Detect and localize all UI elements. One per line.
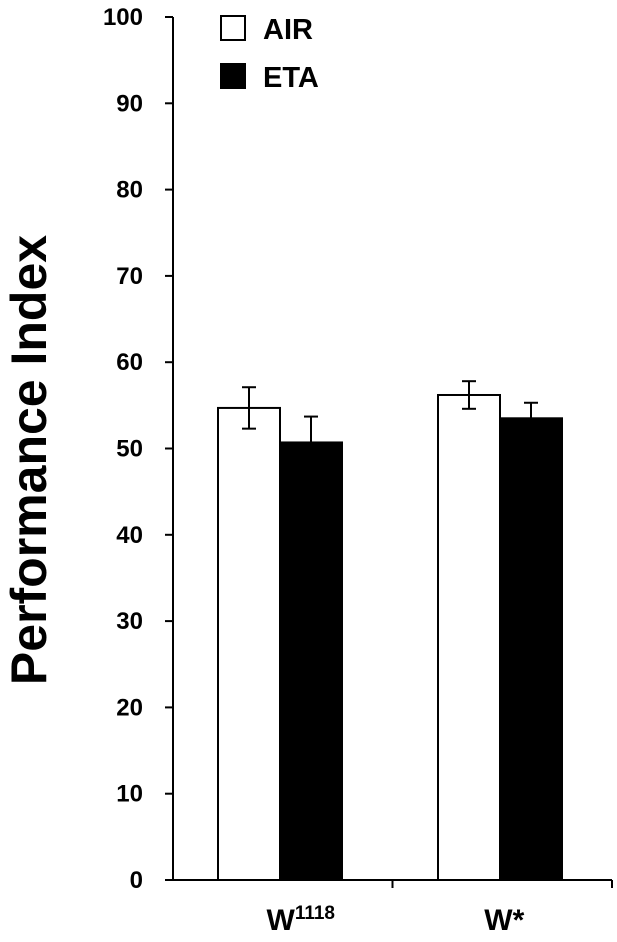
bar-eta-2 bbox=[499, 417, 563, 881]
y-tick-label-30: 30 bbox=[116, 608, 143, 635]
error-bars-group bbox=[242, 380, 538, 470]
legend-label-eta: ETA bbox=[263, 62, 319, 94]
x-axis-labels: W1118 W* bbox=[267, 880, 613, 937]
legend-label-air: AIR bbox=[263, 14, 313, 46]
y-tick-label-40: 40 bbox=[116, 522, 143, 549]
legend-swatch-air bbox=[220, 15, 246, 41]
bar-eta-1 bbox=[279, 441, 343, 881]
y-tick-label-0: 0 bbox=[130, 867, 143, 894]
y-axis-title: Performance Index bbox=[1, 235, 57, 685]
bar-air-2 bbox=[437, 393, 501, 881]
legend: AIR ETA bbox=[220, 14, 319, 94]
x-category-label-1: W1118 bbox=[267, 903, 336, 937]
y-tick-label-80: 80 bbox=[116, 177, 143, 204]
legend-swatch-eta bbox=[220, 63, 246, 89]
bars-group bbox=[217, 393, 563, 881]
x-category-label-2: W* bbox=[484, 904, 524, 937]
bar-air-1 bbox=[217, 406, 281, 881]
y-tick-label-20: 20 bbox=[116, 694, 143, 721]
y-tick-label-90: 90 bbox=[116, 90, 143, 117]
y-tick-label-100: 100 bbox=[103, 4, 143, 31]
y-tick-label-70: 70 bbox=[116, 263, 143, 290]
y-axis-ticks: 0 10 20 30 40 50 60 70 80 90 100 bbox=[103, 4, 173, 894]
y-tick-label-10: 10 bbox=[116, 781, 143, 808]
y-tick-label-60: 60 bbox=[116, 349, 143, 376]
y-tick-label-50: 50 bbox=[116, 436, 143, 463]
